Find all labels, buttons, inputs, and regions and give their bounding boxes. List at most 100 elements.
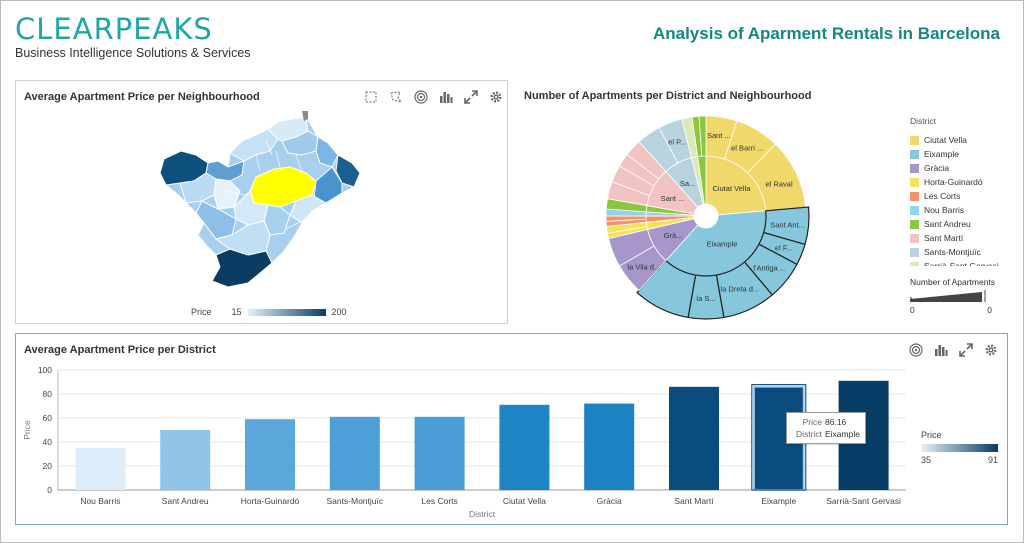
district-legend-title: District — [910, 116, 936, 126]
y-tick-label: 0 — [47, 485, 52, 495]
y-tick-label: 100 — [38, 365, 52, 375]
tooltip-key-district: District — [796, 429, 822, 439]
sunburst-label: la Dreta d... — [720, 285, 759, 294]
rect-select-icon[interactable] — [362, 89, 379, 105]
legend-label: Gràcia — [924, 163, 950, 173]
bar-chart[interactable]: 0 20 40 60 80 100 Nou Barris Sant Andreu Horta-G… — [16, 356, 916, 524]
clearpeaks-logo: CLEARPEAKS Business Intelligence Solutio… — [15, 14, 251, 60]
bar[interactable] — [669, 386, 719, 490]
sunburst-panel: Number of Apartments per District and Ne… — [516, 80, 1009, 324]
map-legend-label: Price — [191, 307, 212, 317]
tooltip-key-price: Price — [802, 417, 822, 427]
bar[interactable] — [499, 404, 550, 490]
bar-panel-title: Average Apartment Price per District — [24, 344, 216, 356]
target-icon[interactable] — [412, 89, 429, 105]
gear-icon[interactable] — [487, 89, 504, 105]
logo-tagline: Business Intelligence Solutions & Servic… — [15, 46, 251, 60]
legend-item[interactable]: Sant Andreu — [910, 217, 1010, 231]
sunburst-label: l'Antiga ... — [753, 264, 786, 273]
district-legend: District Ciutat Vella Eixample Gràcia Horta… — [910, 116, 1010, 266]
lasso-select-icon[interactable] — [387, 89, 404, 105]
x-tick-label: Sants-Montjuïc — [326, 496, 383, 506]
logo-word: CLEARPEAKS — [15, 12, 213, 46]
bar-legend-min: 35 — [921, 455, 932, 465]
expand-icon[interactable] — [462, 89, 479, 105]
size-legend-min: 0 — [910, 305, 915, 315]
y-tick-label: 60 — [43, 413, 53, 423]
sunburst-chart[interactable]: Ciutat Vella Eixample Grà... Sa... Sant ... S… — [600, 110, 812, 322]
legend-label: Les Corts — [924, 191, 961, 201]
legend-swatch — [910, 177, 919, 187]
size-legend: Number of Apartments 0 0 — [910, 277, 1002, 315]
barcelona-map[interactable] — [156, 111, 366, 291]
map-panel-title: Average Apartment Price per Neighbourhoo… — [24, 91, 260, 103]
x-tick-label: Sarrià-Sant Gervasi — [826, 496, 901, 506]
sunburst-label: el P... — [668, 137, 686, 146]
bar[interactable] — [75, 448, 126, 490]
sunburst-label: Sant ... — [707, 131, 731, 140]
sunburst-label: Sa... — [680, 179, 695, 188]
tooltip-value-price: 86.16 — [825, 417, 847, 427]
target-icon[interactable] — [907, 342, 924, 358]
x-tick-label: Sant Andreu — [162, 496, 209, 506]
bar-tooltip: Price 86.16 District Eixample — [786, 412, 866, 444]
sunburst-label: Sant ... — [661, 194, 685, 203]
x-tick-label: Sant Martí — [674, 496, 714, 506]
legend-item[interactable]: Sant Martí — [910, 231, 1010, 245]
legend-item[interactable]: Ciutat Vella — [910, 133, 1010, 147]
size-legend-max: 0 — [987, 305, 992, 315]
legend-label: Ciutat Vella — [924, 135, 967, 145]
legend-swatch — [910, 135, 919, 145]
bar[interactable] — [329, 416, 380, 490]
legend-label: Sants-Montjuïc — [924, 247, 981, 257]
bar-legend: Price 35 91 — [921, 430, 998, 465]
legend-swatch — [910, 191, 919, 201]
x-tick-label: Les Corts — [421, 496, 457, 506]
bar[interactable] — [160, 430, 211, 490]
legend-label: Nou Barris — [924, 205, 965, 215]
y-tick-label: 40 — [43, 437, 53, 447]
legend-label: Eixample — [924, 149, 959, 159]
gear-icon[interactable] — [982, 342, 999, 358]
legend-item[interactable]: Sarrià-Sant Gervasi — [910, 259, 1010, 266]
size-legend-wedge — [910, 290, 986, 302]
sunburst-label: la Vila d... — [627, 262, 660, 271]
sunburst-label: el Raval — [766, 179, 793, 188]
sunburst-outer-segment[interactable] — [698, 115, 707, 157]
sunburst-label: Ciutat Vella — [712, 184, 751, 193]
expand-icon[interactable] — [957, 342, 974, 358]
map-toolbar — [362, 89, 504, 105]
map-legend-min: 15 — [231, 307, 242, 317]
legend-item[interactable]: Gràcia — [910, 161, 1010, 175]
legend-label: Horta-Guinardó — [924, 177, 983, 187]
sunburst-label: Grà... — [664, 231, 683, 240]
legend-swatch — [910, 149, 919, 159]
legend-item[interactable]: Les Corts — [910, 189, 1010, 203]
map-legend-gradient — [247, 308, 326, 316]
sunburst-label: la S... — [696, 294, 715, 303]
map-legend: Price 15 200 — [191, 307, 347, 317]
legend-item[interactable]: Eixample — [910, 147, 1010, 161]
legend-swatch — [910, 233, 919, 243]
tooltip-value-district: Eixample — [825, 429, 860, 439]
y-tick-label: 20 — [43, 461, 53, 471]
legend-item[interactable]: Horta-Guinardó — [910, 175, 1010, 189]
bar-legend-label: Price — [921, 430, 942, 440]
legend-swatch — [910, 219, 919, 229]
bar-legend-gradient — [921, 444, 998, 452]
legend-item[interactable]: Sants-Montjuïc — [910, 245, 1010, 259]
bar-legend-max: 91 — [987, 455, 998, 465]
sunburst-panel-title: Number of Apartments per District and Ne… — [524, 90, 812, 102]
bar-chart-icon[interactable] — [932, 342, 949, 358]
bar[interactable] — [414, 416, 465, 490]
y-tick-label: 80 — [43, 389, 53, 399]
bar[interactable] — [245, 419, 295, 490]
bar-chart-icon[interactable] — [437, 89, 454, 105]
legend-swatch — [910, 261, 919, 266]
legend-item[interactable]: Nou Barris — [910, 203, 1010, 217]
size-legend-title: Number of Apartments — [910, 277, 996, 287]
bar-toolbar — [907, 342, 999, 358]
x-tick-label: Horta-Guinardó — [241, 496, 300, 506]
legend-swatch — [910, 205, 919, 215]
bar[interactable] — [584, 403, 635, 490]
